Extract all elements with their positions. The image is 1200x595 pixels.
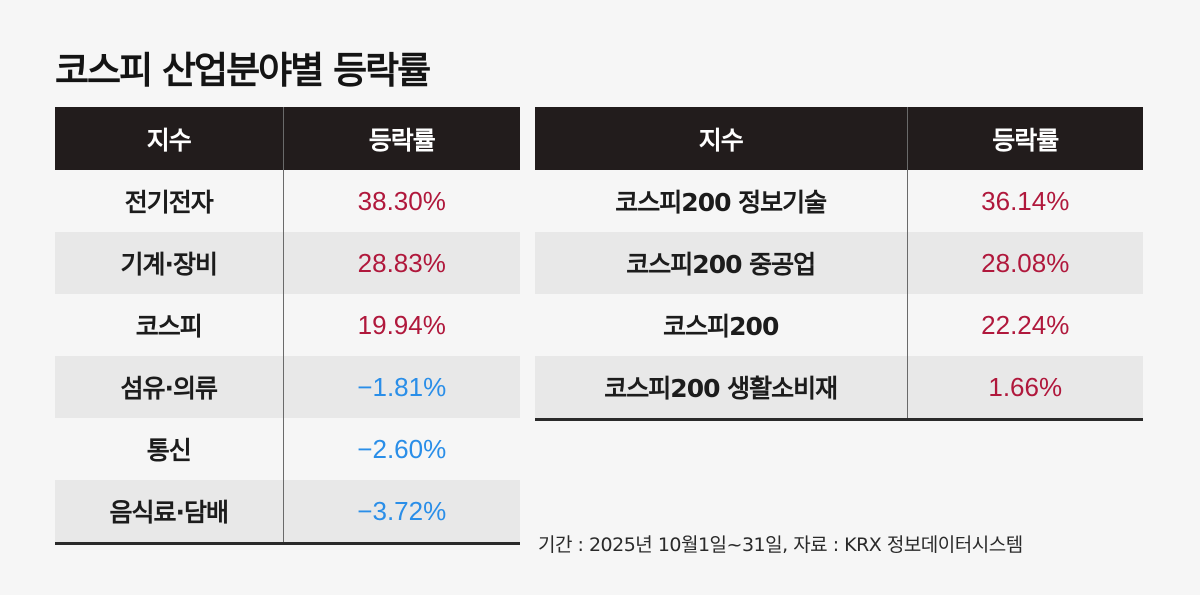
industry-table: 지수 등락률 전기전자 38.30% 기계·장비 28.83% 코스피 19.94% 섬유·… bbox=[55, 107, 520, 545]
change-rate-value: −2.60% bbox=[283, 418, 520, 480]
index-name: 코스피 bbox=[55, 294, 284, 356]
index-name: 코스피200 생활소비재 bbox=[535, 356, 908, 421]
table-row: 통신 −2.60% bbox=[55, 418, 520, 480]
page-title: 코스피 산업분야별 등락률 bbox=[55, 49, 431, 92]
header-index: 지수 bbox=[55, 107, 284, 170]
kospi200-table: 지수 등락률 코스피200 정보기술 36.14% 코스피200 중공업 28.08%… bbox=[535, 107, 1143, 421]
header-change-rate: 등락률 bbox=[907, 107, 1143, 170]
table-row: 코스피200 22.24% bbox=[535, 294, 1143, 356]
change-rate-value: −3.72% bbox=[283, 480, 520, 545]
table-row: 전기전자 38.30% bbox=[55, 170, 520, 232]
change-rate-value: −1.81% bbox=[283, 356, 520, 418]
change-rate-value: 28.08% bbox=[907, 232, 1143, 294]
index-name: 통신 bbox=[55, 418, 284, 480]
index-name: 코스피200 정보기술 bbox=[535, 170, 908, 232]
change-rate-value: 38.30% bbox=[283, 170, 520, 232]
index-name: 전기전자 bbox=[55, 170, 284, 232]
index-name: 코스피200 bbox=[535, 294, 908, 356]
change-rate-value: 22.24% bbox=[907, 294, 1143, 356]
index-name: 코스피200 중공업 bbox=[535, 232, 908, 294]
header-index: 지수 bbox=[535, 107, 908, 170]
table-row: 코스피200 생활소비재 1.66% bbox=[535, 356, 1143, 421]
change-rate-value: 19.94% bbox=[283, 294, 520, 356]
table-row: 음식료·담배 −3.72% bbox=[55, 480, 520, 545]
change-rate-value: 28.83% bbox=[283, 232, 520, 294]
index-name: 섬유·의류 bbox=[55, 356, 284, 418]
table-row: 코스피200 중공업 28.08% bbox=[535, 232, 1143, 294]
table-row: 섬유·의류 −1.81% bbox=[55, 356, 520, 418]
table-row: 코스피 19.94% bbox=[55, 294, 520, 356]
change-rate-value: 36.14% bbox=[907, 170, 1143, 232]
change-rate-value: 1.66% bbox=[907, 356, 1143, 421]
index-name: 기계·장비 bbox=[55, 232, 284, 294]
source-note: 기간 : 2025년 10월1일~31일, 자료 : KRX 정보데이터시스템 bbox=[538, 534, 1023, 556]
index-name: 음식료·담배 bbox=[55, 480, 284, 545]
table-row: 코스피200 정보기술 36.14% bbox=[535, 170, 1143, 232]
header-change-rate: 등락률 bbox=[283, 107, 520, 170]
table-row: 기계·장비 28.83% bbox=[55, 232, 520, 294]
